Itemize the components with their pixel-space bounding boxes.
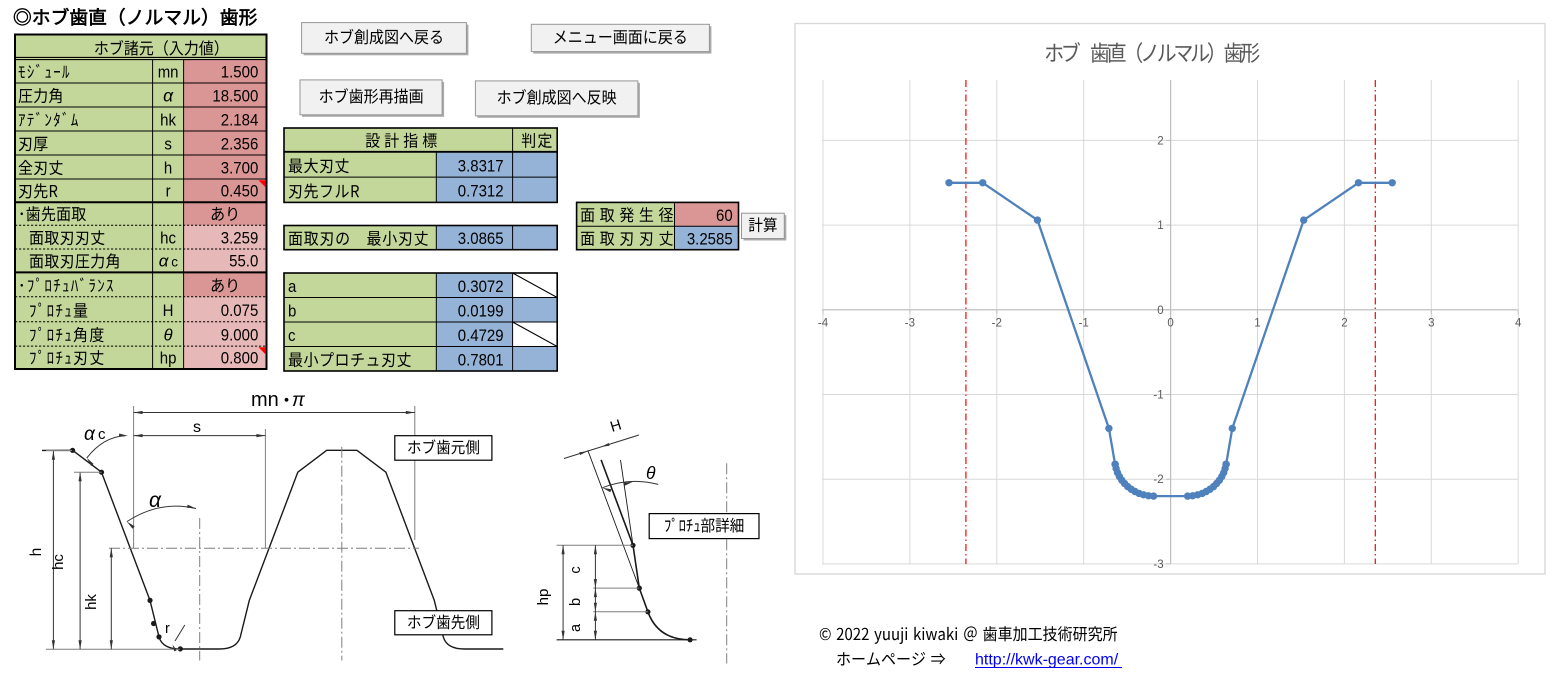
svg-text:c: c <box>288 327 295 345</box>
svg-text:H: H <box>163 302 174 320</box>
svg-text:http://kwk-gear.com/: http://kwk-gear.com/ <box>975 652 1119 669</box>
svg-text:3.8317: 3.8317 <box>458 158 504 176</box>
svg-text:-3: -3 <box>905 318 915 330</box>
svg-text:mn: mn <box>251 389 279 411</box>
svg-text:3: 3 <box>1428 318 1434 330</box>
svg-text:α: α <box>84 424 96 445</box>
svg-text:a: a <box>568 623 584 632</box>
svg-text:hc: hc <box>160 230 176 248</box>
svg-text:0.075: 0.075 <box>221 302 259 320</box>
svg-text:c: c <box>98 426 106 443</box>
svg-text:2: 2 <box>1341 318 1347 330</box>
svg-text:1.500: 1.500 <box>221 64 259 82</box>
svg-text:0: 0 <box>1157 305 1163 317</box>
svg-text:3.259: 3.259 <box>221 230 259 248</box>
svg-text:c: c <box>171 255 178 270</box>
svg-text:h: h <box>164 160 172 178</box>
svg-text:b: b <box>288 303 296 321</box>
svg-text:3.2585: 3.2585 <box>687 231 733 249</box>
svg-text:0.450: 0.450 <box>221 183 259 201</box>
svg-text:-1: -1 <box>1079 318 1089 330</box>
svg-text:0.3072: 0.3072 <box>458 278 504 296</box>
svg-text:9.000: 9.000 <box>221 327 259 345</box>
svg-text:55.0: 55.0 <box>229 253 258 271</box>
svg-text:r: r <box>165 621 170 637</box>
svg-text:hp: hp <box>160 350 177 368</box>
svg-text:0: 0 <box>1167 318 1173 330</box>
svg-text:π: π <box>292 390 306 411</box>
svg-text:α: α <box>159 252 170 271</box>
svg-text:θ: θ <box>646 463 656 483</box>
svg-text:4: 4 <box>1515 318 1522 330</box>
svg-text:-2: -2 <box>1153 474 1163 486</box>
svg-text:2.356: 2.356 <box>221 136 259 154</box>
svg-text:s: s <box>164 136 171 154</box>
svg-text:-2: -2 <box>992 318 1002 330</box>
svg-text:hc: hc <box>50 554 67 570</box>
svg-text:60: 60 <box>716 207 733 225</box>
svg-text:s: s <box>193 419 201 436</box>
svg-text:0.7312: 0.7312 <box>458 183 504 201</box>
svg-text:hk: hk <box>160 112 177 130</box>
svg-text:2: 2 <box>1157 135 1163 147</box>
svg-text:0.7801: 0.7801 <box>458 352 504 370</box>
svg-text:α: α <box>163 85 174 105</box>
svg-text:18.500: 18.500 <box>212 88 258 106</box>
svg-text:H: H <box>608 416 623 435</box>
svg-text:h: h <box>28 548 45 557</box>
svg-text:a: a <box>288 278 296 296</box>
svg-text:hk: hk <box>83 594 100 610</box>
svg-text:3.700: 3.700 <box>221 160 259 178</box>
svg-text:α: α <box>149 489 162 512</box>
svg-text:-1: -1 <box>1153 390 1163 402</box>
svg-text:1: 1 <box>1254 318 1260 330</box>
svg-text:-3: -3 <box>1153 559 1163 571</box>
svg-text:1: 1 <box>1157 220 1163 232</box>
svg-text:hp: hp <box>535 589 552 606</box>
svg-text:b: b <box>568 598 584 606</box>
svg-text:-4: -4 <box>818 318 829 330</box>
svg-text:θ: θ <box>164 326 173 344</box>
svg-text:0.800: 0.800 <box>221 350 259 368</box>
svg-text:0.4729: 0.4729 <box>458 327 504 345</box>
svg-text:3.0865: 3.0865 <box>458 230 504 248</box>
svg-text:c: c <box>568 566 584 573</box>
svg-text:2.184: 2.184 <box>221 112 259 130</box>
svg-text:mn: mn <box>158 64 179 82</box>
svg-text:0.0199: 0.0199 <box>458 303 504 321</box>
svg-text:r: r <box>166 183 172 201</box>
